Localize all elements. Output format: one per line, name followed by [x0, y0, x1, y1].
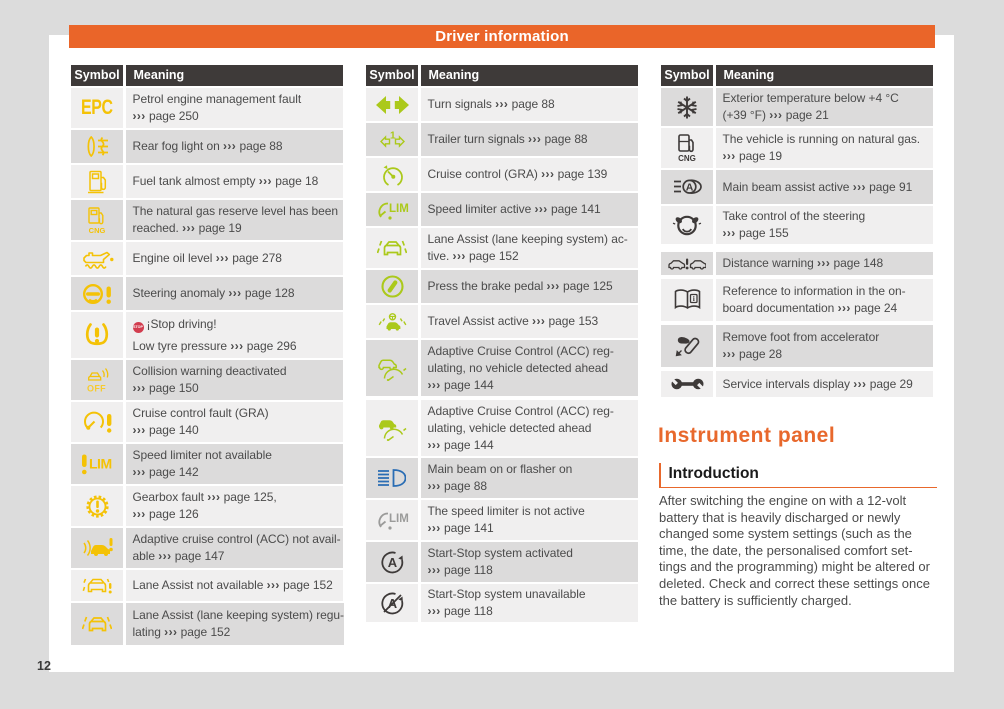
- svg-text:i: i: [692, 294, 694, 303]
- svg-text:A: A: [387, 555, 397, 570]
- svg-text:OFF: OFF: [87, 383, 106, 393]
- svg-text:LIM: LIM: [89, 456, 112, 472]
- svg-text:CNG: CNG: [678, 154, 696, 162]
- svg-text:1: 1: [390, 131, 396, 142]
- svg-text:CNG: CNG: [89, 226, 106, 234]
- svg-text:LIM: LIM: [389, 203, 409, 215]
- svg-text:A: A: [685, 182, 693, 194]
- svg-text:LIM: LIM: [389, 513, 409, 525]
